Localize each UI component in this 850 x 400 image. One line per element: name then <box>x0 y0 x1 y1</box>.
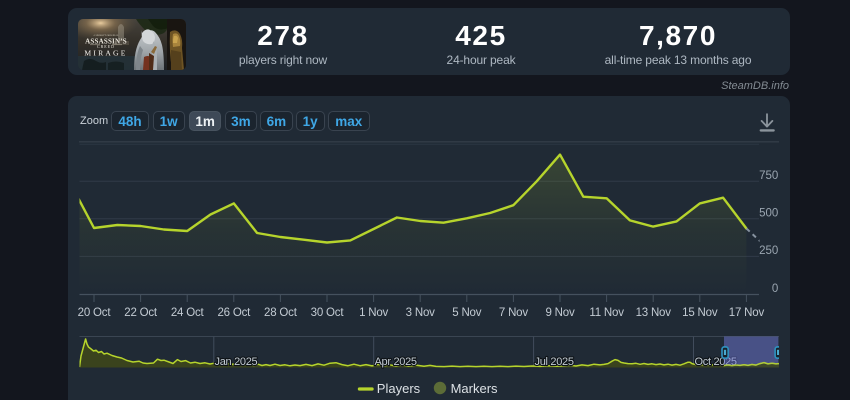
svg-text:A UBISOFT ORIGINAL: A UBISOFT ORIGINAL <box>93 34 119 37</box>
svg-text:11 Nov: 11 Nov <box>589 307 624 319</box>
svg-text:15 Nov: 15 Nov <box>682 307 718 319</box>
svg-text:9 Nov: 9 Nov <box>545 307 574 319</box>
svg-text:22 Oct: 22 Oct <box>124 307 158 319</box>
svg-text:MIRAGE: MIRAGE <box>84 48 127 57</box>
svg-text:Jul 2025: Jul 2025 <box>535 356 574 368</box>
svg-text:Apr 2025: Apr 2025 <box>375 356 417 368</box>
svg-text:24 Oct: 24 Oct <box>171 307 205 319</box>
svg-text:ASSASSIN’S: ASSASSIN’S <box>85 37 127 45</box>
svg-text:5 Nov: 5 Nov <box>452 307 481 319</box>
svg-text:0: 0 <box>772 283 778 295</box>
svg-text:750: 750 <box>759 170 778 182</box>
svg-text:Markers: Markers <box>451 381 498 396</box>
svg-text:3 Nov: 3 Nov <box>406 307 435 319</box>
svg-text:17 Nov: 17 Nov <box>729 307 765 319</box>
svg-text:250: 250 <box>759 245 778 257</box>
svg-text:7 Nov: 7 Nov <box>499 307 528 319</box>
svg-text:13 Nov: 13 Nov <box>636 307 672 319</box>
svg-text:20 Oct: 20 Oct <box>78 307 112 319</box>
svg-text:500: 500 <box>759 208 778 220</box>
svg-text:30 Oct: 30 Oct <box>311 307 345 319</box>
svg-text:28 Oct: 28 Oct <box>264 307 298 319</box>
svg-text:26 Oct: 26 Oct <box>217 307 251 319</box>
svg-text:1 Nov: 1 Nov <box>359 307 388 319</box>
svg-text:Players: Players <box>377 381 421 396</box>
svg-text:CREED: CREED <box>97 43 115 48</box>
svg-text:Jan 2025: Jan 2025 <box>215 356 258 368</box>
